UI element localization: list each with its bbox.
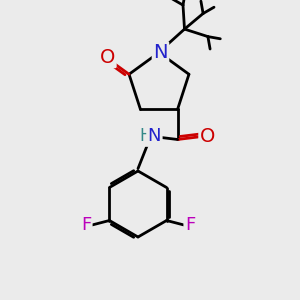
Text: N: N: [148, 127, 161, 145]
Text: F: F: [185, 216, 195, 234]
Text: N: N: [153, 43, 168, 62]
Text: O: O: [200, 127, 215, 146]
Text: H: H: [139, 128, 152, 146]
Text: F: F: [81, 216, 91, 234]
Text: O: O: [100, 48, 115, 67]
